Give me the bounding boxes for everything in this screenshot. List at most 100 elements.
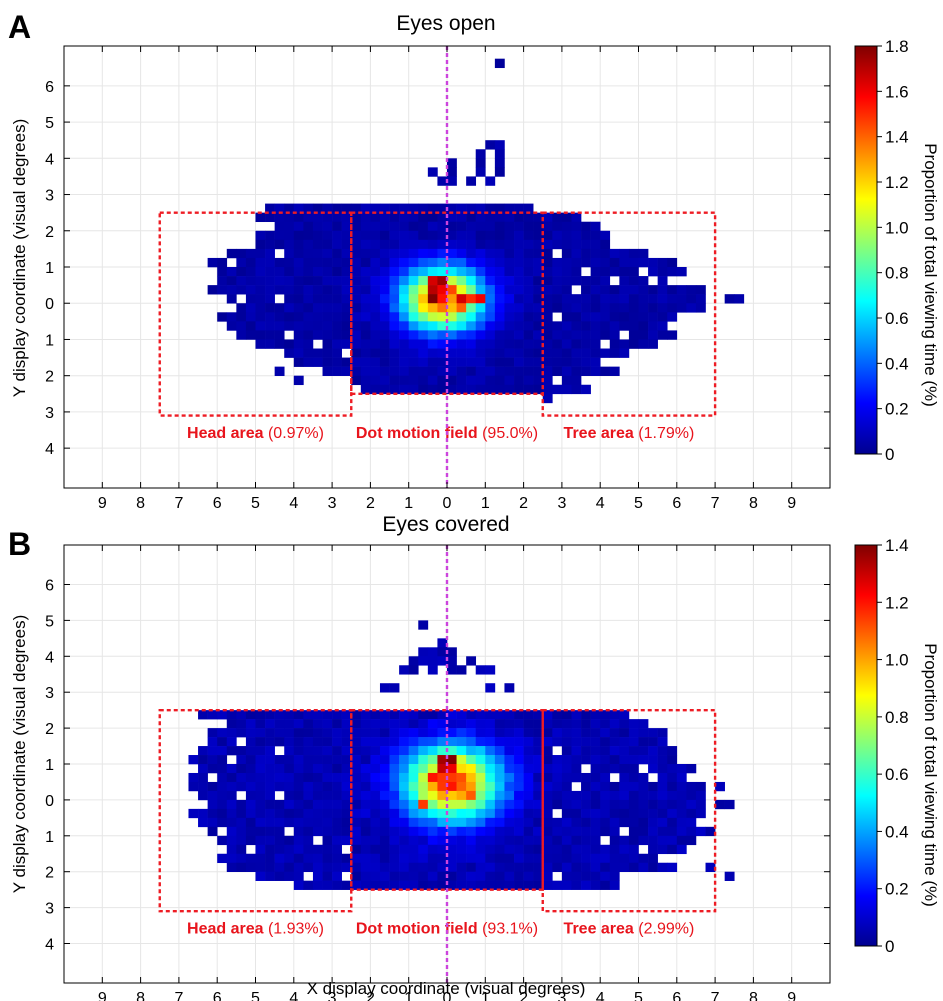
heatmap-cell (360, 330, 371, 340)
heatmap-cell (427, 862, 438, 873)
heatmap-cell (514, 835, 524, 846)
heatmap-cell (255, 871, 266, 881)
heatmap-cell (226, 267, 237, 277)
heatmap-cell (705, 826, 716, 837)
heatmap-cell (504, 764, 515, 774)
heatmap-cell (600, 772, 611, 783)
heatmap-cell (265, 728, 275, 738)
heatmap-cell (447, 239, 457, 250)
heatmap-cell (418, 230, 429, 241)
heatmap-cell (293, 728, 304, 738)
heatmap-cell (389, 871, 400, 881)
heatmap-cell (274, 871, 285, 881)
panel-a: A Eyes open Head area (0.97%) Dot motion … (8, 9, 940, 512)
heatmap-cell (552, 728, 563, 738)
heatmap-cell (514, 257, 524, 268)
heatmap-cell (638, 303, 649, 313)
heatmap-cell (542, 737, 553, 747)
heatmap-cell (619, 294, 630, 304)
heatmap-cell (514, 728, 524, 738)
heatmap-cell (657, 772, 668, 783)
heatmap-cell (188, 772, 199, 783)
panel-a-colorbar: 1.81.61.41.21.00.80.60.40.20 (854, 37, 909, 464)
heatmap-cell (332, 737, 342, 747)
heatmap-cell (284, 853, 295, 864)
heatmap-cell (293, 239, 304, 250)
heatmap-cell (466, 871, 477, 881)
heatmap-cell (447, 276, 457, 286)
heatmap-cell (265, 772, 275, 783)
heatmap-cell (628, 330, 639, 340)
heatmap-cell (542, 294, 553, 304)
heatmap-cell (332, 728, 342, 738)
heatmap-cell (523, 276, 534, 286)
heatmap-cell (619, 321, 630, 331)
heatmap-cell (332, 348, 342, 358)
heatmap-cell (360, 737, 371, 747)
heatmap-cell (657, 257, 668, 268)
heatmap-cell (619, 772, 630, 783)
heatmap-cell (312, 880, 323, 890)
heatmap-cell (485, 835, 496, 846)
heatmap-cell (255, 339, 266, 349)
heatmap-cell (255, 853, 266, 864)
heatmap-cell (456, 357, 467, 367)
y-tick-label: 3 (45, 685, 54, 702)
heatmap-cell (312, 321, 323, 331)
heatmap-cell (638, 790, 649, 801)
heatmap-cell (322, 871, 333, 881)
heatmap-cell (332, 339, 342, 349)
heatmap-cell (609, 248, 620, 259)
heatmap-cell (581, 835, 591, 846)
heatmap-cell (217, 772, 228, 783)
heatmap-cell (360, 844, 371, 855)
heatmap-cell (379, 710, 390, 720)
heatmap-cell (561, 375, 572, 386)
heatmap-cell (600, 710, 611, 720)
heatmap-cell (600, 276, 611, 286)
heatmap-cell (504, 366, 515, 376)
heatmap-cell (581, 710, 591, 720)
heatmap-cell (408, 719, 419, 729)
heatmap-cell (590, 844, 601, 855)
heatmap-cell (504, 737, 515, 747)
heatmap-cell (715, 799, 725, 810)
heatmap-cell (504, 844, 515, 855)
heatmap-cell (695, 285, 706, 295)
heatmap-cell (284, 257, 295, 268)
heatmap-cell (293, 755, 304, 765)
heatmap-cell (351, 728, 362, 738)
heatmap-cell (341, 294, 352, 304)
heatmap-cell (571, 294, 582, 304)
heatmap-cell (552, 384, 563, 395)
heatmap-cell (351, 203, 362, 213)
heatmap-cell (475, 746, 486, 756)
heatmap-cell (638, 862, 649, 873)
heatmap-cell (447, 665, 457, 675)
heatmap-cell (485, 312, 496, 322)
heatmap-cell (571, 817, 582, 828)
heatmap-cell (667, 844, 678, 855)
heatmap-cell (724, 871, 735, 881)
heatmap-cell (418, 817, 429, 828)
heatmap-cell (609, 366, 620, 376)
heatmap-cell (399, 746, 409, 756)
heatmap-cell (312, 808, 323, 819)
heatmap-cell (332, 221, 342, 232)
heatmap-cell (255, 710, 266, 720)
heatmap-cell (638, 257, 649, 268)
heatmap-cell (571, 348, 582, 358)
heatmap-cell (628, 294, 639, 304)
heatmap-cell (494, 294, 505, 304)
heatmap-cell (514, 862, 524, 873)
heatmap-cell (667, 808, 678, 819)
heatmap-cell (408, 755, 419, 765)
heatmap-cell (504, 799, 515, 810)
heatmap-cell (427, 276, 438, 286)
heatmap-cell (657, 799, 668, 810)
heatmap-cell (581, 321, 591, 331)
heatmap-cell (475, 799, 486, 810)
heatmap-cell (389, 221, 400, 232)
heatmap-cell (494, 276, 505, 286)
heatmap-cell (284, 239, 295, 250)
